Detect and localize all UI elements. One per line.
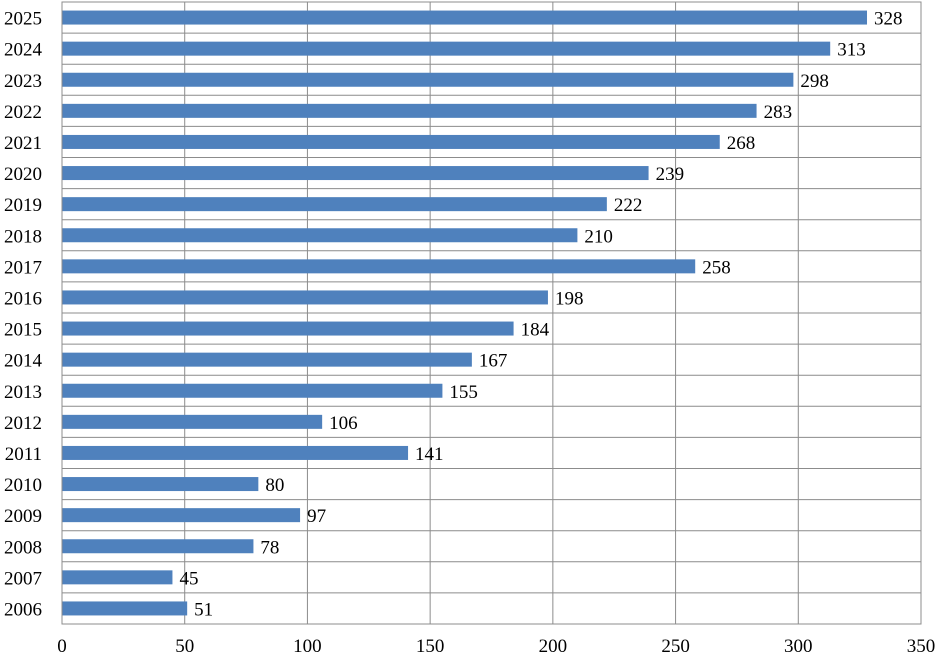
category-label: 2024 bbox=[4, 40, 43, 61]
bar bbox=[62, 166, 649, 181]
bar bbox=[62, 383, 443, 398]
x-tick-label: 200 bbox=[539, 636, 568, 657]
bar bbox=[62, 477, 259, 492]
bar bbox=[62, 197, 607, 212]
category-label: 2019 bbox=[4, 195, 42, 216]
category-label: 2016 bbox=[4, 288, 42, 309]
bar bbox=[62, 228, 578, 243]
bar bbox=[62, 103, 757, 118]
bar bbox=[62, 445, 409, 460]
x-tick-label: 0 bbox=[57, 636, 67, 657]
bar bbox=[62, 41, 831, 56]
data-label: 313 bbox=[837, 40, 866, 61]
data-label: 141 bbox=[415, 444, 444, 465]
bar bbox=[62, 259, 696, 274]
gridlines bbox=[61, 2, 922, 624]
data-label: 222 bbox=[614, 195, 643, 216]
bar bbox=[62, 134, 720, 149]
category-axis: 2025 2024 2023 2022 2021 2020 2019 2018 2017 2016… bbox=[4, 9, 43, 621]
bar bbox=[62, 72, 794, 87]
data-label: 328 bbox=[874, 9, 903, 30]
category-label: 2010 bbox=[4, 475, 42, 496]
category-label: 2008 bbox=[4, 537, 42, 558]
category-label: 2017 bbox=[4, 257, 42, 278]
category-label: 2012 bbox=[4, 413, 42, 434]
bar bbox=[62, 321, 514, 336]
category-label: 2007 bbox=[4, 568, 42, 589]
data-label: 258 bbox=[702, 257, 731, 278]
category-label: 2011 bbox=[5, 444, 42, 465]
category-label: 2018 bbox=[4, 226, 42, 247]
bar bbox=[62, 352, 472, 367]
category-label: 2015 bbox=[4, 320, 42, 341]
x-tick-label: 300 bbox=[784, 636, 813, 657]
data-label: 268 bbox=[727, 133, 756, 154]
bars bbox=[62, 10, 868, 616]
bar bbox=[62, 570, 173, 585]
x-tick-label: 100 bbox=[293, 636, 322, 657]
data-label: 239 bbox=[656, 164, 685, 185]
data-label: 198 bbox=[555, 288, 584, 309]
data-label: 155 bbox=[449, 382, 478, 403]
bar bbox=[62, 508, 301, 523]
category-label: 2006 bbox=[4, 599, 42, 620]
x-tick-label: 50 bbox=[175, 636, 194, 657]
category-label: 2020 bbox=[4, 164, 42, 185]
value-axis: 0 50 100 150 200 250 300 350 bbox=[57, 636, 935, 657]
x-tick-label: 150 bbox=[416, 636, 445, 657]
bar bbox=[62, 601, 188, 616]
data-label: 80 bbox=[265, 475, 284, 496]
category-label: 2022 bbox=[4, 102, 42, 123]
category-label: 2009 bbox=[4, 506, 42, 527]
data-label: 167 bbox=[479, 351, 508, 372]
data-label: 51 bbox=[194, 599, 213, 620]
data-label: 45 bbox=[179, 568, 198, 589]
category-label: 2021 bbox=[4, 133, 42, 154]
plot-border bbox=[61, 1, 922, 625]
category-label: 2025 bbox=[4, 9, 42, 30]
bar bbox=[62, 290, 548, 305]
data-label: 283 bbox=[764, 102, 793, 123]
x-tick-label: 350 bbox=[907, 636, 936, 657]
category-label: 2014 bbox=[4, 351, 43, 372]
category-label: 2023 bbox=[4, 71, 42, 92]
bar bbox=[62, 539, 254, 554]
x-tick-label: 250 bbox=[661, 636, 690, 657]
bar bbox=[62, 414, 323, 429]
data-label: 97 bbox=[307, 506, 326, 527]
data-label: 106 bbox=[329, 413, 358, 434]
data-label: 78 bbox=[260, 537, 279, 558]
data-label: 184 bbox=[521, 320, 550, 341]
category-label: 2013 bbox=[4, 382, 42, 403]
data-label: 210 bbox=[584, 226, 613, 247]
bar bbox=[62, 10, 868, 25]
data-label: 298 bbox=[800, 71, 829, 92]
